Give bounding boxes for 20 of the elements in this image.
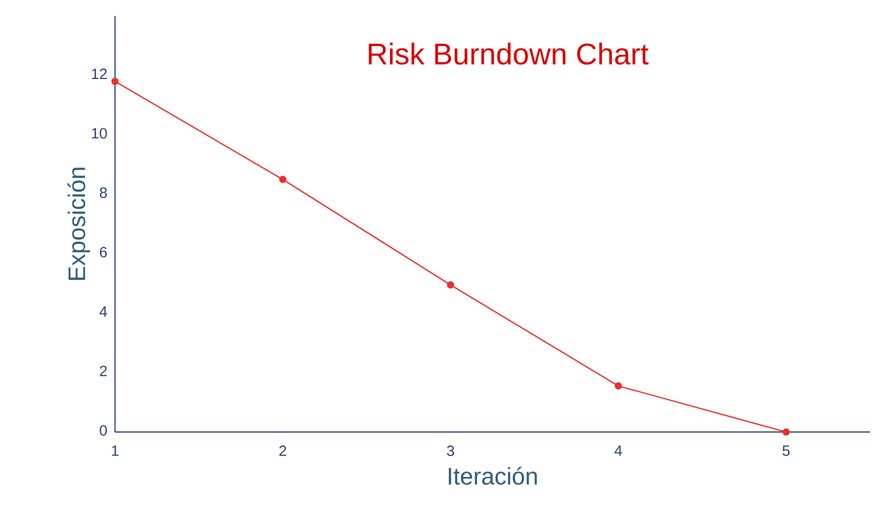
y-tick-label: 6 [100, 246, 107, 258]
y-tick-label: 12 [92, 68, 107, 79]
x-tick-label: 4 [614, 445, 622, 456]
point [446, 281, 454, 289]
x-tick-label: 5 [782, 445, 790, 456]
y-tick-label: 10 [92, 128, 107, 139]
x-tick-label: 3 [446, 445, 454, 456]
y-tick-label: 4 [100, 306, 108, 317]
text: Risk Burndown Chart [368, 42, 649, 65]
y-tick-label: 2 [100, 366, 107, 376]
y-axis-title: Exposición [67, 168, 90, 280]
point [614, 382, 622, 390]
x-tick-label: 2 [279, 445, 286, 456]
x-tick-label: 1 [112, 445, 118, 456]
y-tick-label: 0 [100, 425, 107, 436]
x-axis-title: Iteración [448, 466, 537, 485]
y-tick-label: 8 [100, 187, 107, 198]
point [111, 78, 119, 86]
point [782, 428, 790, 436]
point [279, 176, 286, 184]
